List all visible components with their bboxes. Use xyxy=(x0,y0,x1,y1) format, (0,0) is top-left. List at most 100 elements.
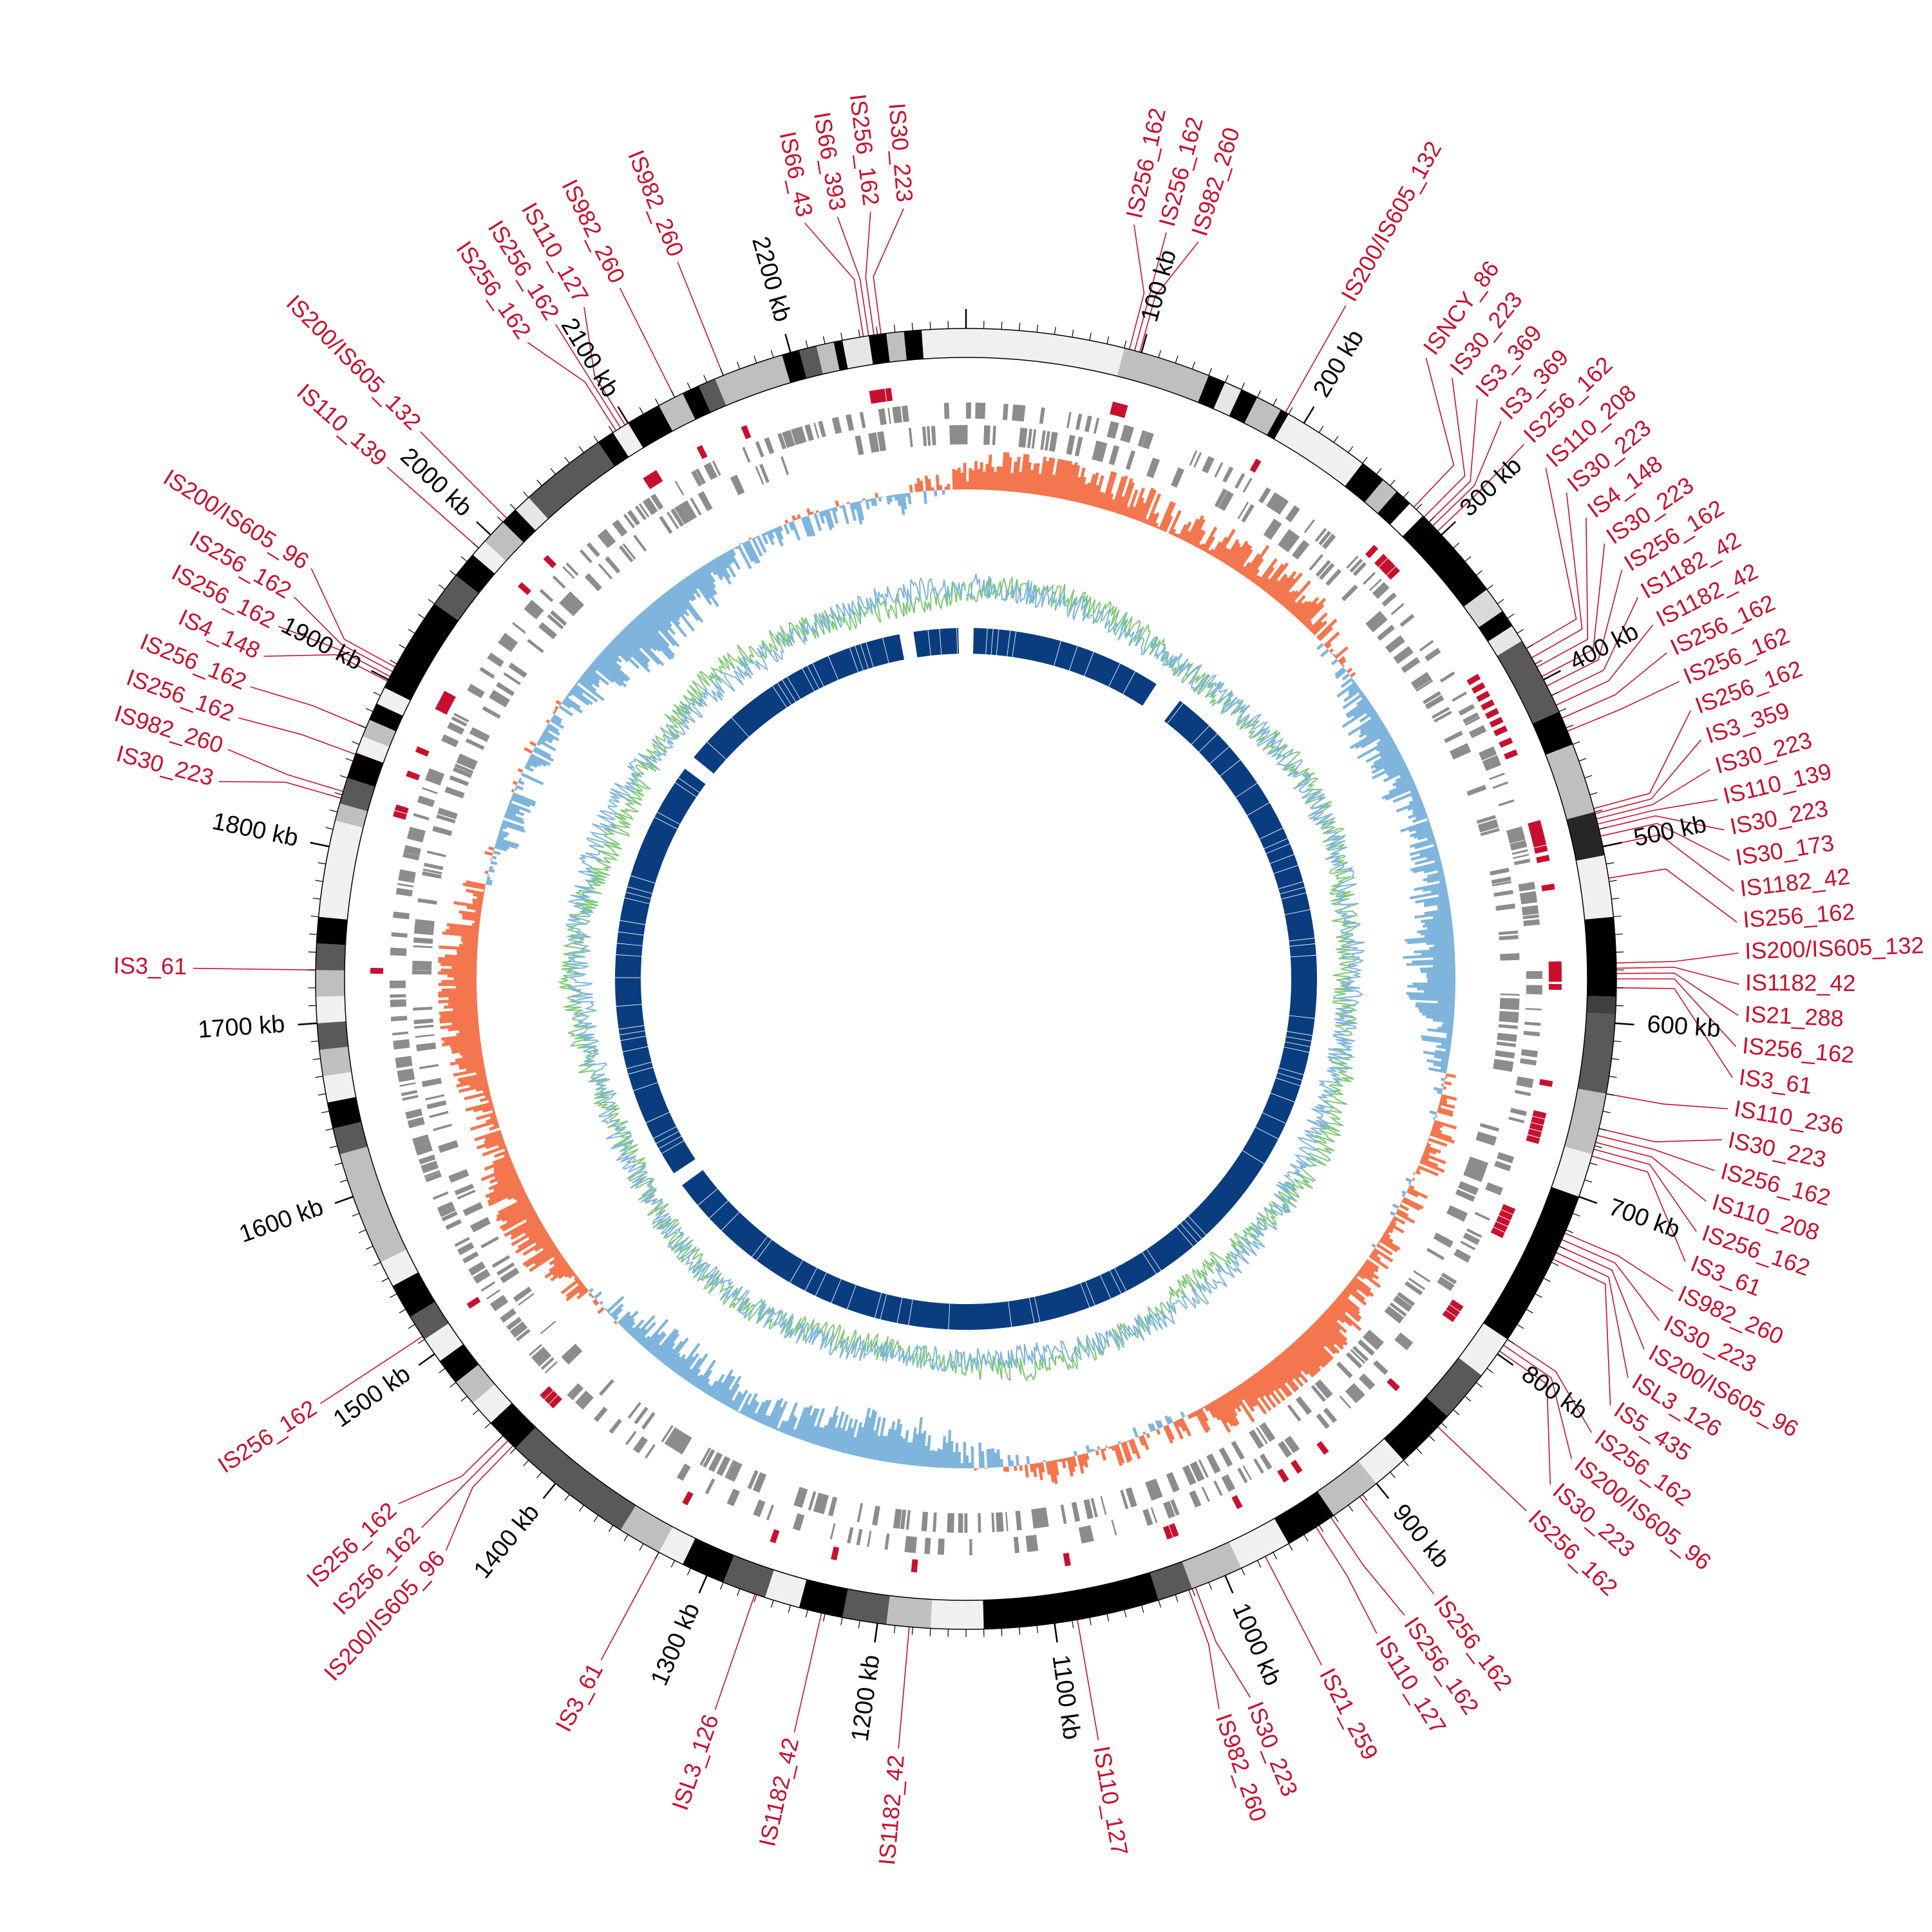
is-callout-line xyxy=(898,1627,910,1749)
skew-bar xyxy=(739,542,743,545)
karyotype-band xyxy=(1497,641,1559,724)
skew-bar xyxy=(1376,735,1392,746)
skew-bar xyxy=(1270,1360,1298,1392)
skew-bar xyxy=(1356,1272,1365,1280)
minor-tick xyxy=(472,542,479,549)
skew-bar xyxy=(621,1310,639,1329)
skew-bar xyxy=(627,623,652,650)
skew-bar xyxy=(451,1044,482,1052)
feature-bar xyxy=(1189,450,1198,466)
feature-bar xyxy=(1388,638,1405,654)
skew-bar xyxy=(689,573,712,605)
feature-bar xyxy=(1493,889,1513,897)
skew-bar xyxy=(857,500,865,521)
minor-tick xyxy=(911,323,913,331)
skew-bar xyxy=(1037,456,1047,495)
inner-blue-separator xyxy=(721,1211,740,1231)
feature-bar xyxy=(535,1351,552,1367)
skew-bar xyxy=(1424,1148,1437,1155)
feature-bar xyxy=(458,753,478,766)
skew-bar xyxy=(625,625,665,667)
scale-label: 200 kb xyxy=(1308,325,1369,402)
skew-bar xyxy=(756,1399,769,1423)
minor-tick xyxy=(523,1460,529,1466)
skew-bar xyxy=(1010,1461,1014,1466)
feature-bar xyxy=(964,1513,968,1533)
skew-bar xyxy=(1128,1439,1137,1455)
feature-bar xyxy=(1475,1135,1496,1146)
inner-blue-separator xyxy=(1198,734,1218,752)
feature-bar xyxy=(1525,1008,1542,1011)
feature-bar xyxy=(496,682,515,697)
skew-bar xyxy=(709,1374,725,1397)
feature-bar xyxy=(1214,462,1224,478)
skew-bar xyxy=(526,1213,538,1222)
skew-bar xyxy=(756,535,767,553)
skew-bar xyxy=(473,893,484,898)
minor-tick xyxy=(1497,599,1504,605)
inner-blue-separator xyxy=(620,920,646,925)
feature-bar xyxy=(980,402,986,419)
skew-bar xyxy=(1274,1356,1295,1381)
skew-bar xyxy=(1423,900,1450,907)
skew-bar xyxy=(553,1252,562,1260)
inner-blue-separator xyxy=(1285,1041,1311,1047)
major-tick xyxy=(784,334,791,353)
skew-bar xyxy=(1283,590,1299,609)
skew-bar xyxy=(1437,1001,1455,1005)
minor-tick xyxy=(564,1494,570,1501)
scale-label: 400 kb xyxy=(1566,618,1643,676)
skew-bar xyxy=(1347,701,1371,719)
skew-bar xyxy=(1433,1122,1443,1128)
is-callout-line xyxy=(677,261,724,376)
skew-bar xyxy=(1417,833,1434,840)
feature-bar xyxy=(1365,1329,1384,1347)
is-callout-line xyxy=(1437,444,1525,532)
feature-bar xyxy=(1048,431,1058,452)
skew-bar xyxy=(1164,1415,1171,1425)
karyotype-band xyxy=(315,970,345,997)
skew-bar xyxy=(1430,1130,1453,1140)
skew-bar xyxy=(1242,1381,1267,1415)
skew-bar xyxy=(958,1452,961,1468)
inner-blue-separator xyxy=(1068,646,1078,671)
feature-bar xyxy=(1479,1122,1500,1132)
skew-bar xyxy=(493,1177,520,1192)
skew-bar xyxy=(623,1318,635,1331)
minor-tick xyxy=(1124,1609,1127,1618)
minor-tick xyxy=(509,504,516,510)
skew-bar xyxy=(1030,463,1037,495)
minor-tick xyxy=(321,1110,330,1113)
feature-bar xyxy=(1522,914,1539,920)
skew-bar xyxy=(540,734,553,744)
skew-bar xyxy=(952,1452,956,1468)
skew-bar xyxy=(763,1415,771,1426)
skew-bar xyxy=(1417,1165,1439,1177)
feature-bar xyxy=(453,712,469,723)
is-mark xyxy=(1548,976,1562,982)
feature-bar xyxy=(1137,430,1147,447)
is-callout-line xyxy=(250,686,366,729)
inner-blue-separator xyxy=(622,1046,649,1052)
skew-bar xyxy=(459,1049,482,1056)
inner-blue-separator xyxy=(731,717,750,737)
skew-bar xyxy=(538,739,556,752)
skew-bar xyxy=(509,799,513,804)
skew-bar xyxy=(841,504,849,524)
minor-tick xyxy=(770,1600,774,1608)
feature-bar xyxy=(1162,1501,1175,1519)
skew-bar xyxy=(674,1358,687,1374)
feature-bar xyxy=(437,1201,454,1213)
karyotype-band xyxy=(983,1572,1159,1629)
is-callout-lines xyxy=(193,208,1739,1749)
minor-tick xyxy=(497,516,504,523)
feature-bar xyxy=(429,1111,449,1119)
inner-blue-separator xyxy=(1259,828,1283,840)
skew-bar xyxy=(746,540,761,564)
minor-tick xyxy=(639,407,644,415)
feature-bar xyxy=(567,1383,584,1401)
feature-bar xyxy=(412,960,432,966)
feature-bar xyxy=(678,502,694,522)
skew-bar xyxy=(453,1067,486,1077)
feature-bar xyxy=(1419,639,1434,652)
